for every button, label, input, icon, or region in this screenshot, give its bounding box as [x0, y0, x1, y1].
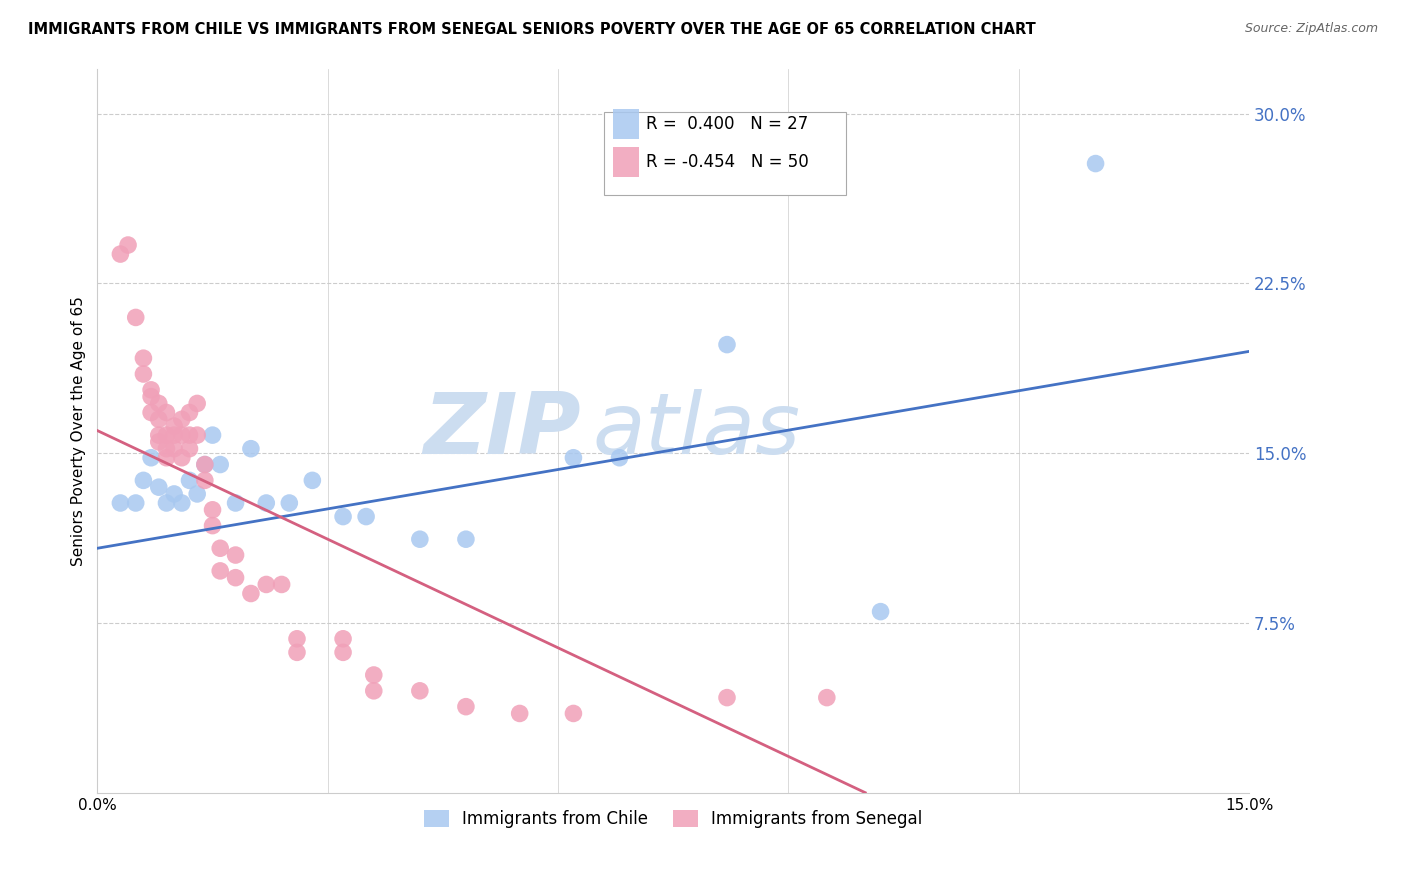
- Point: [148, 434, 170, 449]
- Point: [716, 337, 738, 351]
- Point: [609, 450, 631, 465]
- Text: R =  0.400   N = 27: R = 0.400 N = 27: [645, 115, 808, 133]
- Point: [139, 405, 162, 419]
- Point: [225, 571, 247, 585]
- Point: [132, 351, 155, 366]
- Point: [148, 428, 170, 442]
- Point: [209, 458, 232, 472]
- Point: [254, 577, 277, 591]
- Point: [163, 442, 186, 456]
- Legend: Immigrants from Chile, Immigrants from Senegal: Immigrants from Chile, Immigrants from S…: [418, 804, 929, 835]
- FancyBboxPatch shape: [605, 112, 846, 195]
- Point: [239, 586, 262, 600]
- Point: [155, 428, 177, 442]
- Point: [815, 690, 838, 705]
- Point: [254, 496, 277, 510]
- Point: [170, 496, 193, 510]
- Point: [225, 496, 247, 510]
- Point: [110, 496, 132, 510]
- Point: [354, 509, 377, 524]
- Point: [186, 487, 208, 501]
- Point: [194, 458, 217, 472]
- Point: [285, 632, 308, 646]
- Point: [454, 532, 477, 546]
- Point: [201, 518, 224, 533]
- Point: [201, 428, 224, 442]
- Point: [209, 541, 232, 556]
- Point: [170, 450, 193, 465]
- Point: [139, 383, 162, 397]
- Point: [285, 645, 308, 659]
- Point: [562, 450, 585, 465]
- Point: [209, 564, 232, 578]
- Point: [170, 428, 193, 442]
- Point: [132, 367, 155, 381]
- Text: Source: ZipAtlas.com: Source: ZipAtlas.com: [1244, 22, 1378, 36]
- Point: [409, 683, 432, 698]
- Point: [155, 496, 177, 510]
- Point: [363, 683, 385, 698]
- Point: [139, 390, 162, 404]
- Point: [125, 496, 148, 510]
- Point: [239, 442, 262, 456]
- Point: [332, 645, 354, 659]
- Point: [170, 412, 193, 426]
- Point: [716, 690, 738, 705]
- Point: [179, 428, 201, 442]
- Point: [110, 247, 132, 261]
- Point: [179, 474, 201, 488]
- Point: [117, 238, 139, 252]
- Point: [179, 405, 201, 419]
- Point: [155, 442, 177, 456]
- Point: [155, 405, 177, 419]
- Point: [163, 419, 186, 434]
- Point: [194, 458, 217, 472]
- Text: atlas: atlas: [592, 389, 800, 472]
- Point: [186, 428, 208, 442]
- Point: [163, 487, 186, 501]
- Point: [163, 428, 186, 442]
- Point: [509, 706, 531, 721]
- Point: [139, 450, 162, 465]
- Text: R = -0.454   N = 50: R = -0.454 N = 50: [645, 153, 808, 171]
- Point: [332, 509, 354, 524]
- Point: [270, 577, 292, 591]
- Point: [869, 605, 891, 619]
- Point: [179, 442, 201, 456]
- Y-axis label: Seniors Poverty Over the Age of 65: Seniors Poverty Over the Age of 65: [72, 295, 86, 566]
- Point: [332, 632, 354, 646]
- Point: [186, 396, 208, 410]
- FancyBboxPatch shape: [613, 146, 638, 178]
- Point: [562, 706, 585, 721]
- Point: [409, 532, 432, 546]
- Text: ZIP: ZIP: [423, 389, 581, 472]
- Point: [148, 412, 170, 426]
- Point: [148, 396, 170, 410]
- Point: [194, 474, 217, 488]
- Point: [278, 496, 301, 510]
- FancyBboxPatch shape: [613, 109, 638, 139]
- Text: IMMIGRANTS FROM CHILE VS IMMIGRANTS FROM SENEGAL SENIORS POVERTY OVER THE AGE OF: IMMIGRANTS FROM CHILE VS IMMIGRANTS FROM…: [28, 22, 1036, 37]
- Point: [454, 699, 477, 714]
- Point: [201, 503, 224, 517]
- Point: [132, 474, 155, 488]
- Point: [301, 474, 323, 488]
- Point: [363, 668, 385, 682]
- Point: [155, 450, 177, 465]
- Point: [125, 310, 148, 325]
- Point: [1084, 156, 1107, 170]
- Point: [148, 480, 170, 494]
- Point: [225, 548, 247, 562]
